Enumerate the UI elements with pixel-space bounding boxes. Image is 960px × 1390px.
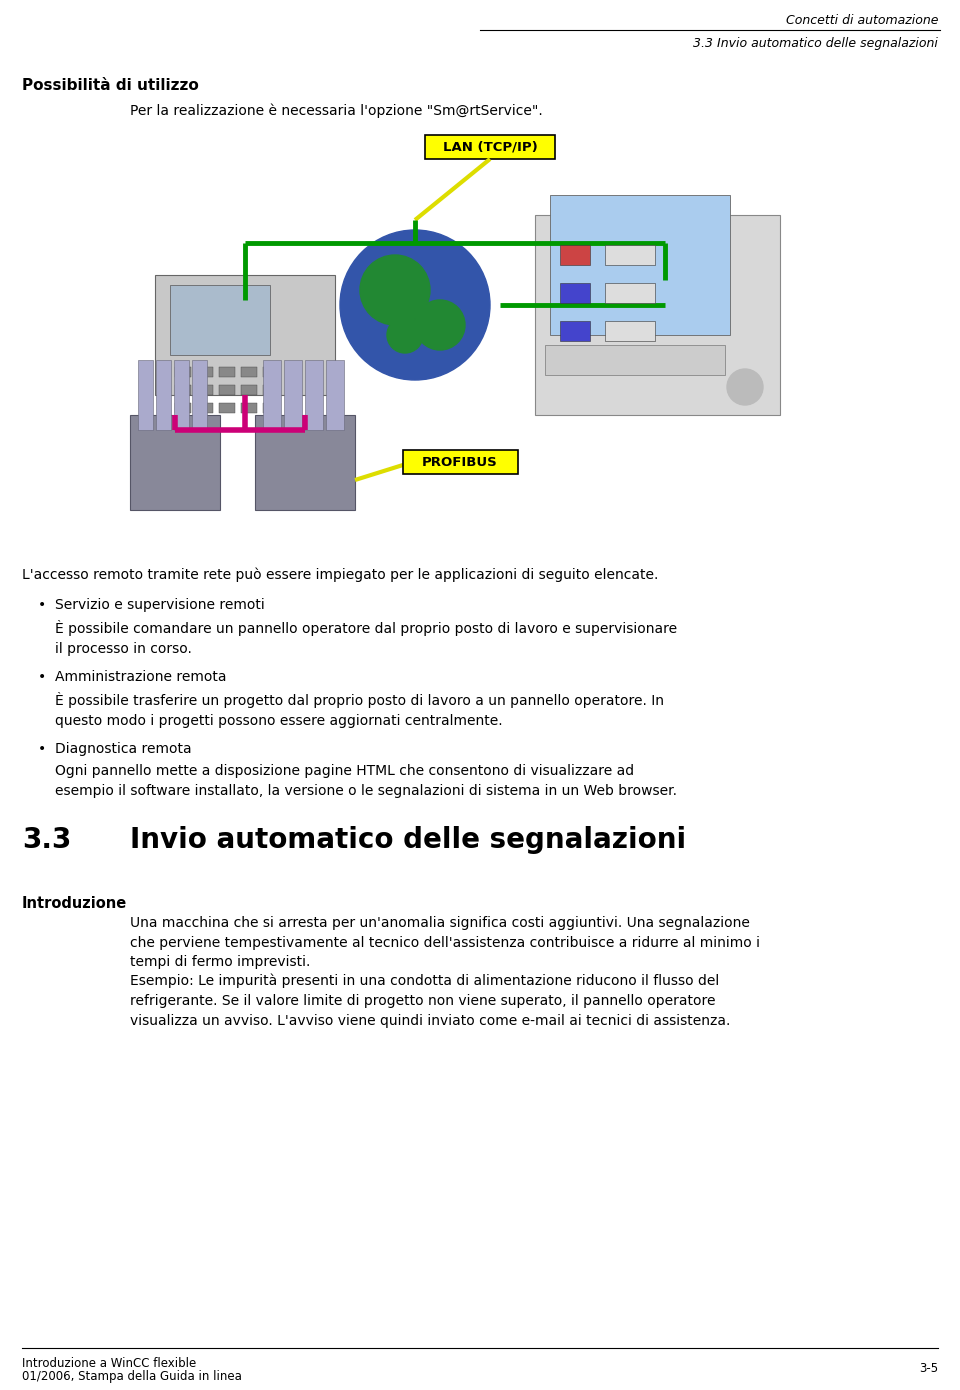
Text: Ogni pannello mette a disposizione pagine HTML che consentono di visualizzare ad: Ogni pannello mette a disposizione pagin… — [55, 765, 677, 798]
Circle shape — [727, 368, 763, 404]
Bar — [560, 284, 590, 303]
Bar — [605, 284, 655, 303]
Text: LAN (TCP/IP): LAN (TCP/IP) — [443, 140, 538, 153]
Bar — [263, 403, 279, 413]
Bar — [326, 360, 344, 430]
Bar — [138, 360, 153, 430]
Bar — [197, 367, 213, 377]
FancyBboxPatch shape — [402, 450, 517, 474]
Bar — [241, 385, 257, 395]
Text: 3-5: 3-5 — [919, 1362, 938, 1375]
Circle shape — [340, 229, 490, 379]
Bar — [560, 321, 590, 341]
Text: 3.3 Invio automatico delle segnalazioni: 3.3 Invio automatico delle segnalazioni — [693, 36, 938, 50]
Text: Introduzione: Introduzione — [22, 897, 128, 910]
Bar — [219, 385, 235, 395]
Text: 3.3: 3.3 — [22, 826, 71, 853]
FancyBboxPatch shape — [425, 135, 555, 158]
Text: •: • — [38, 742, 46, 756]
Text: Possibilità di utilizzo: Possibilità di utilizzo — [22, 78, 199, 93]
Text: Introduzione a WinCC flexible: Introduzione a WinCC flexible — [22, 1357, 196, 1371]
Bar — [197, 385, 213, 395]
Bar — [175, 385, 191, 395]
Bar — [130, 416, 220, 510]
Text: Servizio e supervisione remoti: Servizio e supervisione remoti — [55, 598, 265, 612]
Circle shape — [387, 317, 423, 353]
Circle shape — [415, 300, 465, 350]
Bar — [241, 403, 257, 413]
Text: Per la realizzazione è necessaria l'opzione "Sm@rtService".: Per la realizzazione è necessaria l'opzi… — [130, 103, 542, 118]
Bar — [170, 285, 270, 354]
Bar — [175, 367, 191, 377]
Text: •: • — [38, 598, 46, 612]
Text: PROFIBUS: PROFIBUS — [422, 456, 498, 468]
Bar — [174, 360, 189, 430]
Bar — [545, 345, 725, 375]
Text: •: • — [38, 670, 46, 684]
Bar — [219, 403, 235, 413]
Text: Una macchina che si arresta per un'anomalia significa costi aggiuntivi. Una segn: Una macchina che si arresta per un'anoma… — [130, 916, 760, 969]
Bar — [241, 367, 257, 377]
Bar — [175, 403, 191, 413]
Text: È possibile trasferire un progetto dal proprio posto di lavoro a un pannello ope: È possibile trasferire un progetto dal p… — [55, 692, 664, 727]
Bar — [263, 360, 281, 430]
Bar — [535, 215, 780, 416]
Text: Esempio: Le impurità presenti in una condotta di alimentazione riducono il fluss: Esempio: Le impurità presenti in una con… — [130, 974, 731, 1027]
Bar — [263, 367, 279, 377]
Bar — [263, 385, 279, 395]
Circle shape — [360, 254, 430, 325]
Bar — [605, 321, 655, 341]
Bar — [305, 360, 323, 430]
Text: Amministrazione remota: Amministrazione remota — [55, 670, 227, 684]
Bar — [155, 275, 335, 395]
Bar — [605, 245, 655, 265]
Bar — [192, 360, 207, 430]
Bar — [550, 195, 730, 335]
Text: L'accesso remoto tramite rete può essere impiegato per le applicazioni di seguit: L'accesso remoto tramite rete può essere… — [22, 569, 659, 582]
Bar — [560, 245, 590, 265]
Text: 01/2006, Stampa della Guida in linea: 01/2006, Stampa della Guida in linea — [22, 1371, 242, 1383]
Bar — [197, 403, 213, 413]
Text: È possibile comandare un pannello operatore dal proprio posto di lavoro e superv: È possibile comandare un pannello operat… — [55, 620, 677, 656]
Bar — [156, 360, 171, 430]
Bar — [284, 360, 302, 430]
Text: Diagnostica remota: Diagnostica remota — [55, 742, 192, 756]
Bar — [255, 416, 355, 510]
Bar — [219, 367, 235, 377]
Text: Concetti di automazione: Concetti di automazione — [785, 14, 938, 26]
Text: Invio automatico delle segnalazioni: Invio automatico delle segnalazioni — [130, 826, 686, 853]
